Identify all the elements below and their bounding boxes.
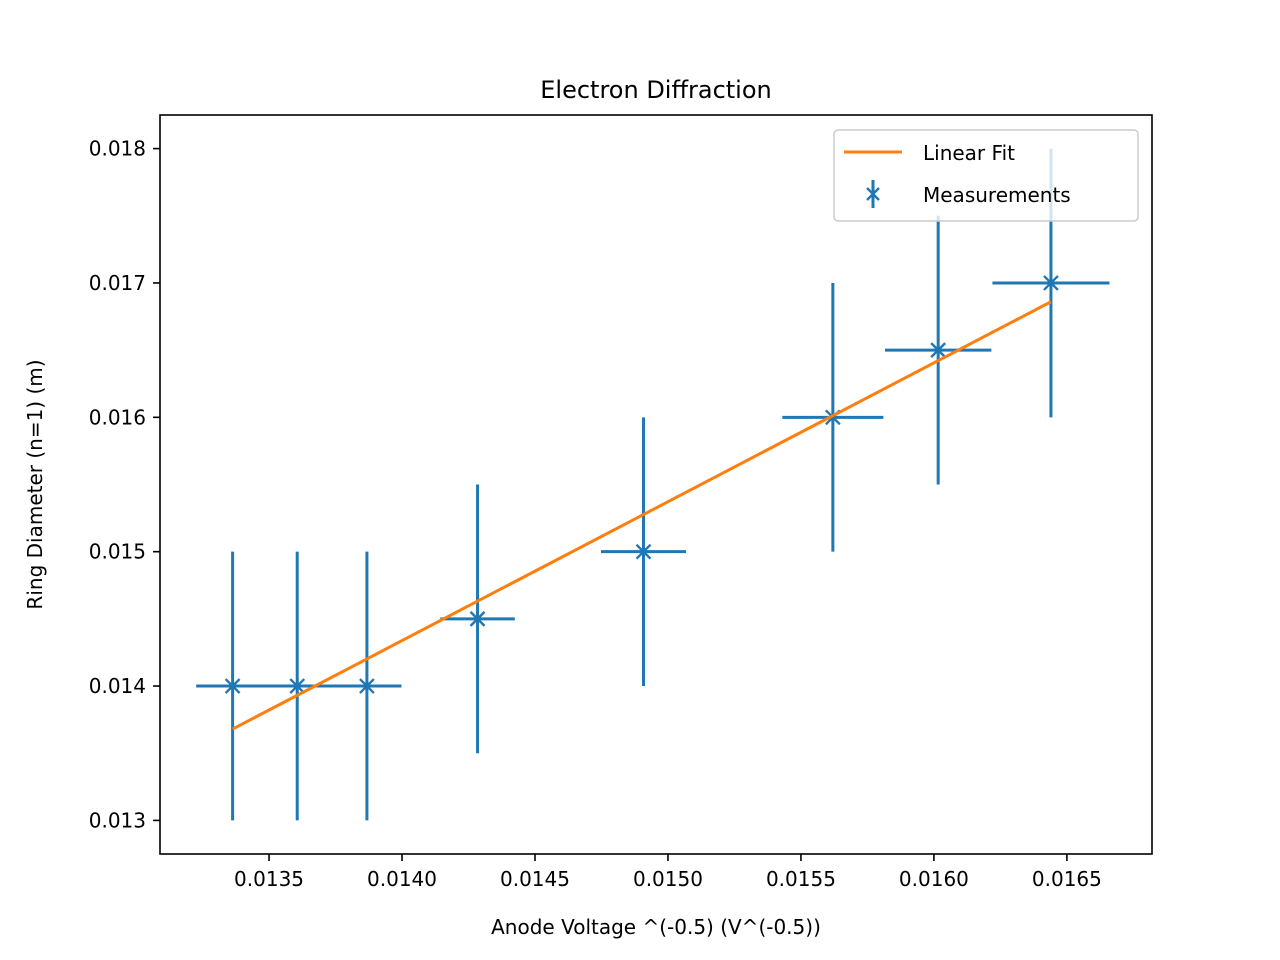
x-tick-label: 0.0165 [1032,867,1102,891]
linear-fit-line [231,300,1052,731]
x-tick-label: 0.0160 [899,867,969,891]
x-tick-label: 0.0135 [234,867,304,891]
y-tick-label: 0.014 [89,674,146,698]
x-tick-label: 0.0155 [766,867,836,891]
x-axis-label: Anode Voltage ^(-0.5) (V^(-0.5)) [491,915,821,939]
point-marker-stroke [359,678,375,694]
x-tick-label: 0.0150 [633,867,703,891]
axes-frame [159,114,1153,855]
measurement-point [289,678,306,694]
y-tick-label: 0.018 [89,137,146,161]
point-marker-stroke [635,543,652,560]
y-tick-label: 0.017 [89,271,146,295]
x-tick-label: 0.0145 [500,867,570,891]
y-tick-label: 0.016 [89,405,146,429]
point-marker-stroke [930,342,947,358]
legend-box [833,129,1139,222]
chart-title: Electron Diffraction [540,76,772,104]
legend-swatch-marker [866,187,880,201]
y-tick-label: 0.013 [89,808,146,832]
point-marker-stroke [289,678,306,694]
measurement-point [359,678,375,694]
x-tick-label: 0.0140 [367,867,437,891]
measurement-point [930,342,947,358]
y-tick-label: 0.015 [89,540,146,564]
axis-ticks: 0.0135 0.0140 0.0145 0.0150 0.0155 0.0160 0.01… [89,137,1102,891]
measurement-point [1043,275,1059,291]
legend-label-measurements: Measurements [923,183,1071,207]
data-marks [196,148,1110,821]
measurement-point [635,543,652,560]
y-axis-label: Ring Diameter (n=1) (m) [23,359,47,609]
legend-label-linear-fit: Linear Fit [923,141,1015,165]
measurement-point [469,611,486,627]
legend: Linear Fit Measurements [833,129,1139,222]
point-marker-stroke [469,611,486,627]
point-marker-stroke [1043,275,1059,291]
legend-swatch-measurements [866,180,880,208]
